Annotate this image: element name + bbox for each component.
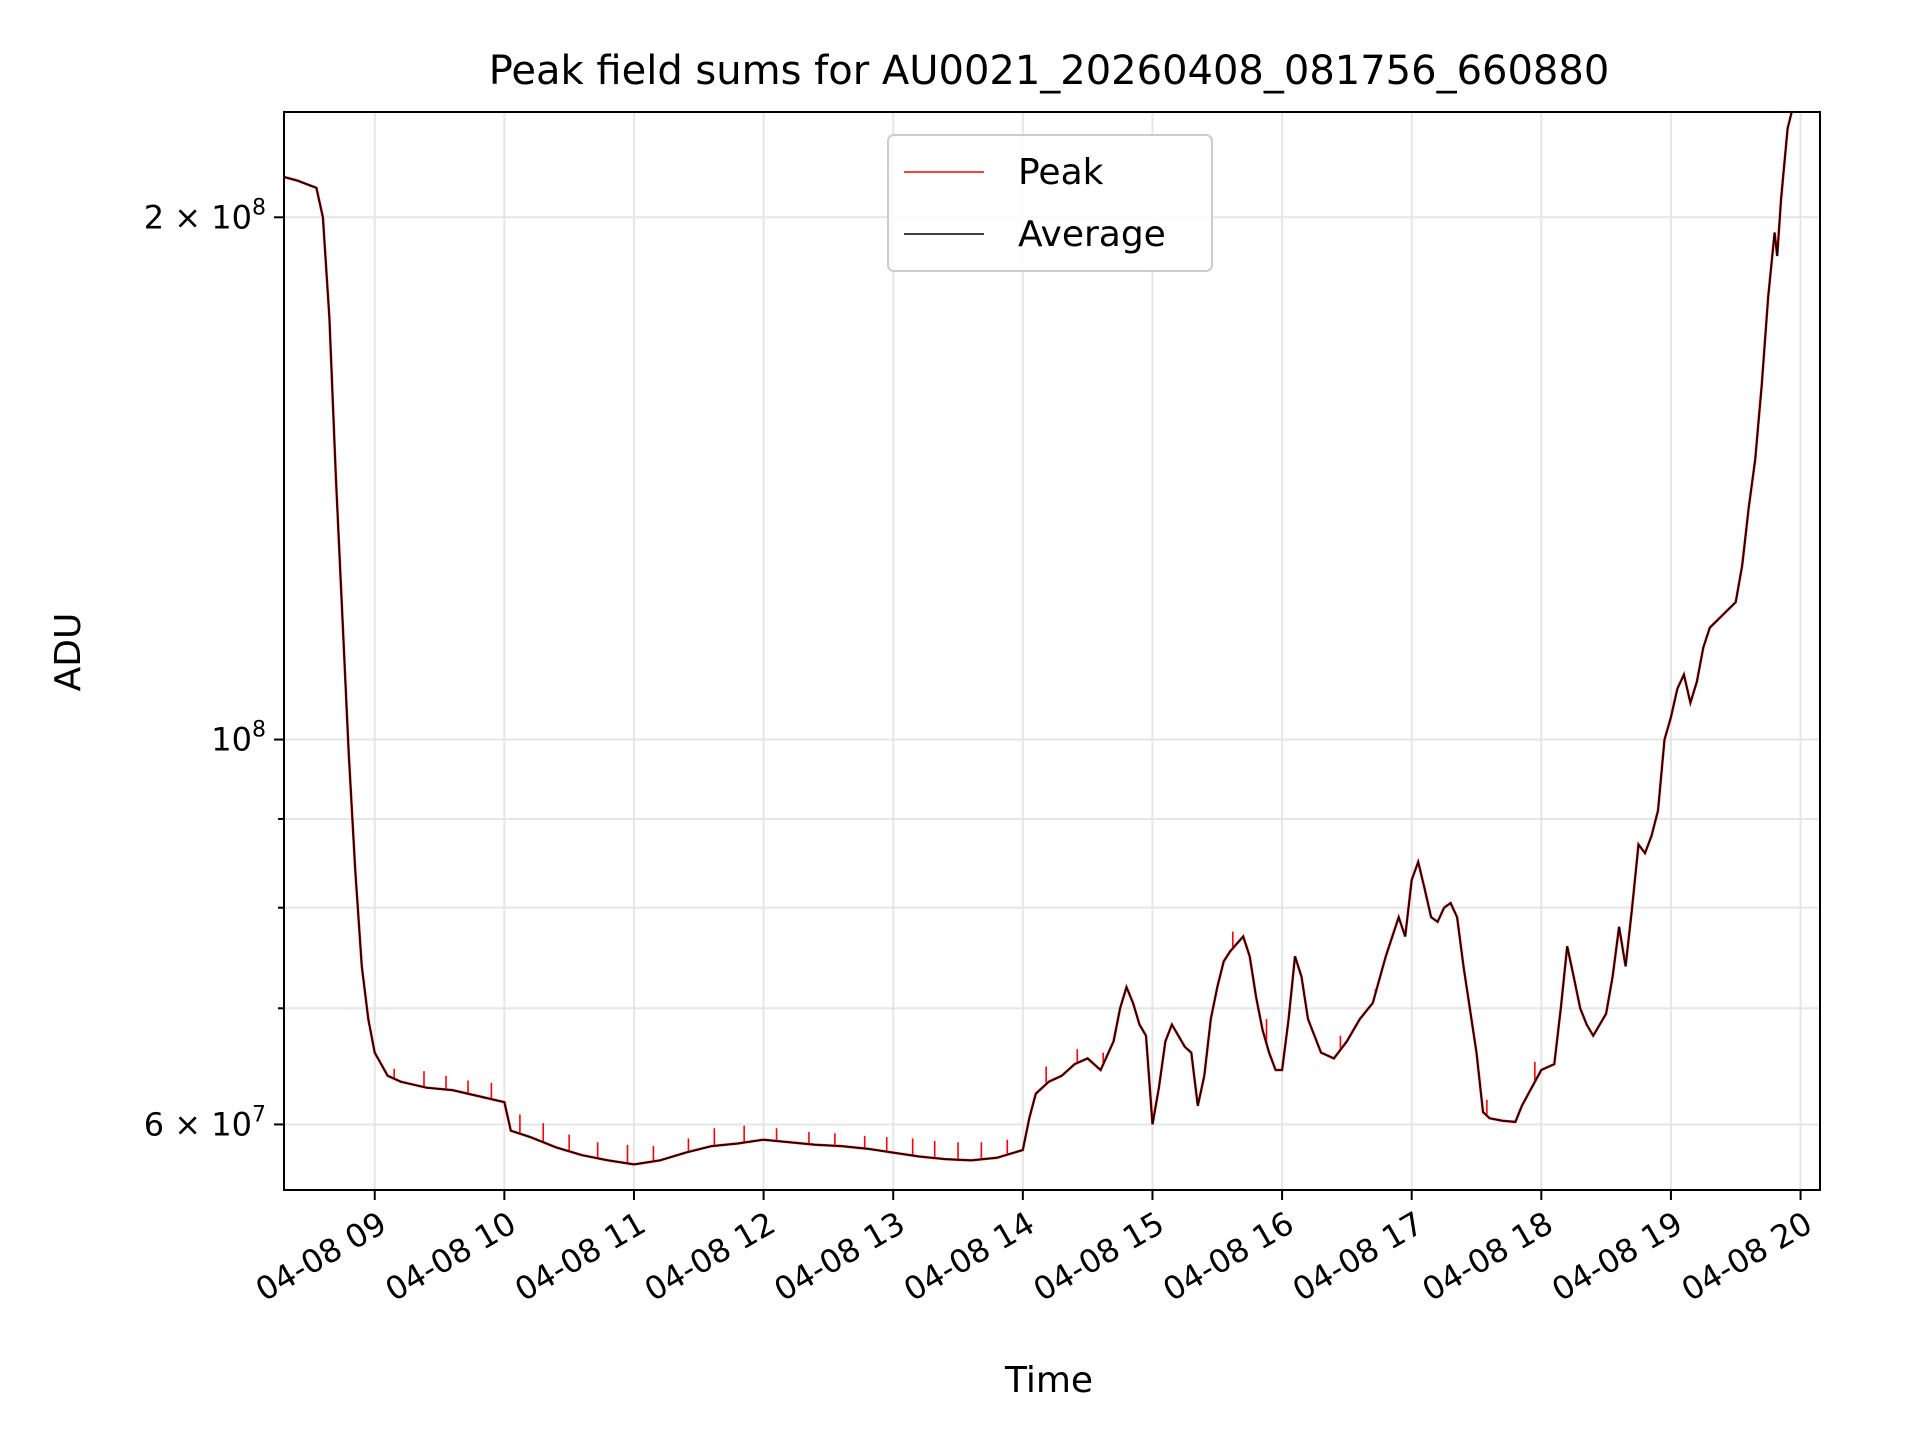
legend-label-peak: Peak xyxy=(1018,152,1104,193)
series-average xyxy=(284,112,1793,1166)
y-tick-label: 2 × 108 xyxy=(144,195,266,236)
y-axis-label: ADU xyxy=(48,613,89,692)
plot-frame xyxy=(283,111,1821,1191)
legend: Peak Average xyxy=(887,134,1213,272)
grid xyxy=(284,112,1820,1190)
x-axis-label: Time xyxy=(1004,1360,1093,1401)
legend-label-average: Average xyxy=(1018,214,1166,255)
y-tick-label: 108 xyxy=(211,718,266,759)
series-layer xyxy=(284,112,1793,1166)
y-tick-label: 6 × 107 xyxy=(144,1102,266,1143)
legend-box xyxy=(887,134,1213,272)
chart-title: Peak field sums for AU0021_20260408_0817… xyxy=(489,48,1610,94)
average-line xyxy=(284,112,1793,1166)
